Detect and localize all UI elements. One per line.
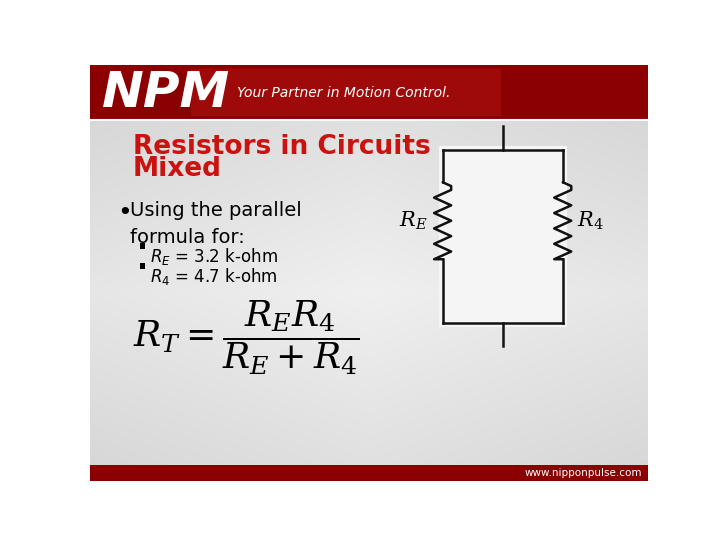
Text: $R_E$ = 3.2 k-ohm: $R_E$ = 3.2 k-ohm: [150, 246, 279, 267]
Text: Resistors in Circuits: Resistors in Circuits: [132, 134, 431, 160]
Text: $R_E$: $R_E$: [399, 210, 428, 232]
Bar: [438, 146, 567, 327]
Bar: [140, 244, 145, 249]
Text: Using the parallel
formula for:: Using the parallel formula for:: [130, 201, 302, 247]
Text: $R_T = \dfrac{R_E R_4}{R_E + R_4}$: $R_T = \dfrac{R_E R_4}{R_E + R_4}$: [132, 299, 359, 377]
Text: •: •: [117, 201, 132, 225]
Text: $R_4$: $R_4$: [577, 210, 603, 232]
Bar: [191, 69, 500, 117]
Text: $R_4$ = 4.7 k-ohm: $R_4$ = 4.7 k-ohm: [150, 266, 278, 287]
Text: Mixed: Mixed: [132, 156, 222, 181]
Text: www.nipponpulse.com: www.nipponpulse.com: [524, 468, 642, 478]
Bar: [90, 465, 648, 481]
Text: Your Partner in Motion Control.: Your Partner in Motion Control.: [238, 85, 451, 99]
Bar: [140, 264, 145, 269]
Text: NPM: NPM: [102, 69, 230, 117]
Bar: [90, 65, 648, 120]
